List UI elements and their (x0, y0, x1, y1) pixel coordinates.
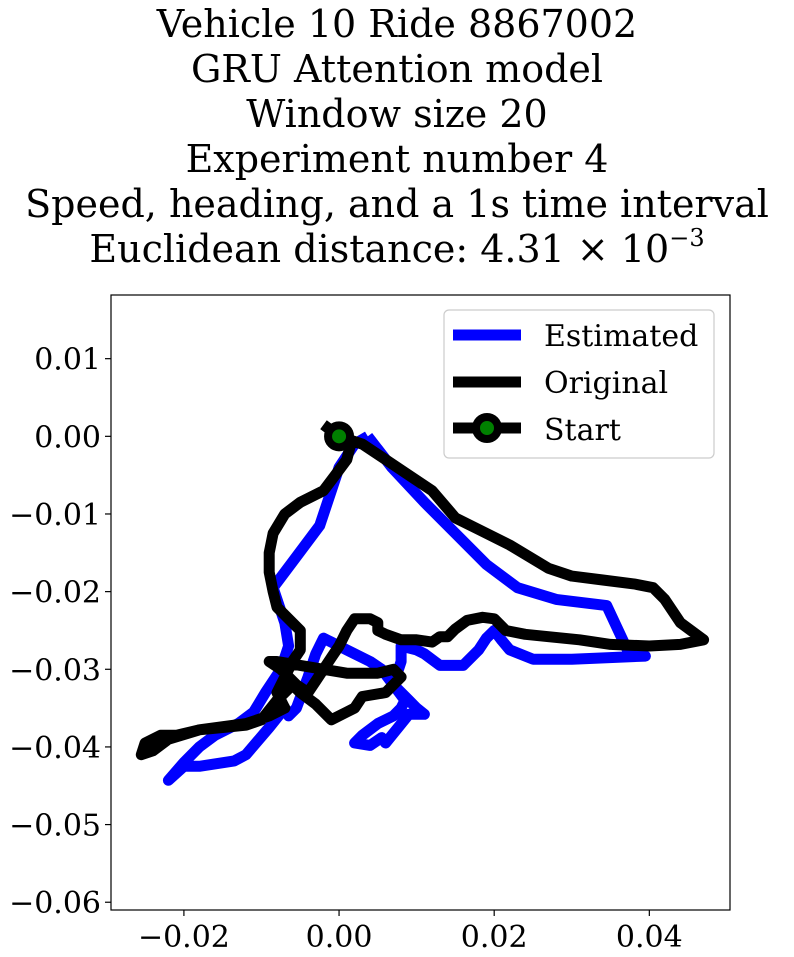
distance-exponent: −3 (669, 224, 705, 252)
y-tick-label: 0.00 (34, 420, 101, 455)
x-tick-label: −0.02 (138, 920, 230, 955)
data-layer (135, 420, 710, 786)
legend-start-marker (472, 413, 502, 443)
x-tick-label: 0.04 (616, 920, 683, 955)
legend-estimated-label: Estimated (544, 319, 698, 354)
y-tick-label: −0.03 (9, 653, 101, 688)
start-marker (324, 421, 355, 452)
legend: Estimated Original Start (443, 309, 715, 459)
title-line-4: Experiment number 4 (185, 137, 609, 181)
title-line-6: Euclidean distance: 4.31 × 10−3 (0, 224, 794, 272)
y-tick-label: −0.04 (9, 731, 101, 766)
x-tick-label: 0.00 (306, 920, 373, 955)
axes-layer: −0.02 0.00 0.02 0.04 0.01 0.00 −0.01 −0.02 −0.03… (9, 343, 683, 955)
title-line-3: Window size 20 (246, 92, 548, 136)
legend-box (443, 309, 715, 459)
series-line-original (135, 420, 710, 761)
x-tick-label: 0.02 (461, 920, 528, 955)
y-tick-label: −0.02 (9, 576, 101, 611)
title-line-1: Vehicle 10 Ride 8867002 (156, 2, 638, 46)
legend-start-label: Start (544, 413, 621, 448)
y-tick-label: −0.05 (9, 809, 101, 844)
y-tick-label: −0.06 (9, 886, 101, 921)
distance-label: Euclidean distance: 4.31 × 10 (89, 227, 670, 271)
chart-title: Vehicle 10 Ride 8867002 GRU Attention mo… (0, 2, 794, 272)
legend-original-label: Original (544, 366, 668, 401)
plot-frame (110, 294, 731, 911)
title-line-2: GRU Attention model (190, 47, 604, 91)
y-tick-label: 0.01 (34, 343, 101, 378)
title-line-5: Speed, heading, and a 1s time interval (25, 182, 769, 226)
y-tick-label: −0.01 (9, 498, 101, 533)
